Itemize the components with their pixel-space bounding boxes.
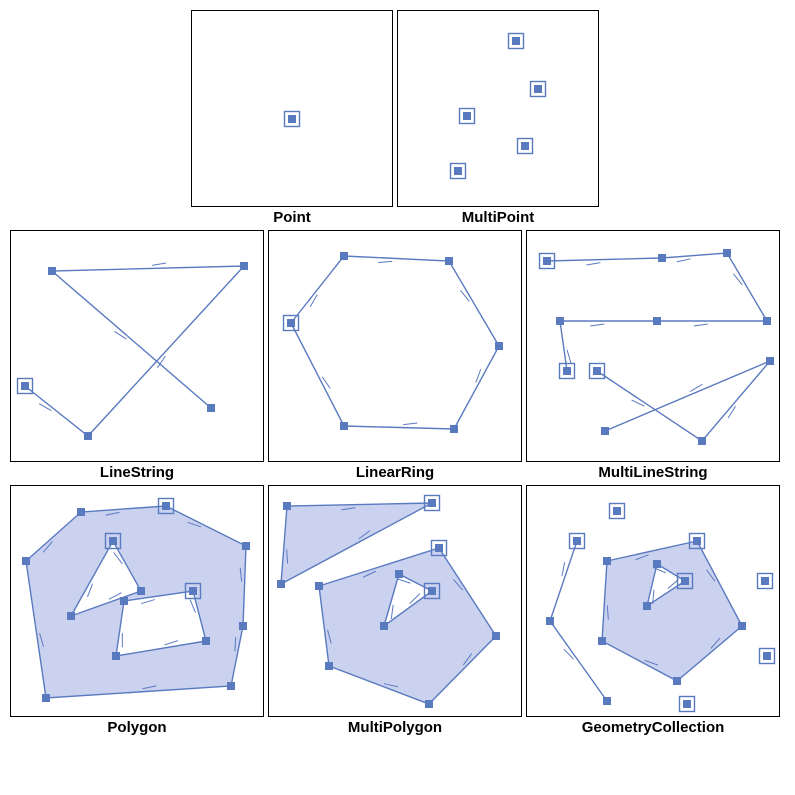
row-1: Point MultiPoint (10, 10, 780, 226)
label-multilinestring: MultiLineString (598, 464, 707, 481)
label-multipoint: MultiPoint (462, 209, 534, 226)
row-3: Polygon MultiPolygon GeometryCollection (10, 485, 780, 736)
label-linearring: LinearRing (356, 464, 434, 481)
panel-geometrycollection (526, 485, 780, 717)
panel-polygon (10, 485, 264, 717)
cell-point: Point (191, 10, 393, 226)
panel-linestring (10, 230, 264, 462)
cell-linearring: LinearRing (268, 230, 522, 481)
cell-linestring: LineString (10, 230, 264, 481)
panel-multilinestring (526, 230, 780, 462)
label-geometrycollection: GeometryCollection (582, 719, 725, 736)
geometry-type-grid: Point MultiPoint LineString LinearRing M… (10, 10, 780, 736)
cell-geometrycollection: GeometryCollection (526, 485, 780, 736)
cell-multilinestring: MultiLineString (526, 230, 780, 481)
row-2: LineString LinearRing MultiLineString (10, 230, 780, 481)
cell-multipolygon: MultiPolygon (268, 485, 522, 736)
panel-multipolygon (268, 485, 522, 717)
cell-polygon: Polygon (10, 485, 264, 736)
cell-multipoint: MultiPoint (397, 10, 599, 226)
label-polygon: Polygon (107, 719, 166, 736)
label-linestring: LineString (100, 464, 174, 481)
panel-point (191, 10, 393, 207)
label-multipolygon: MultiPolygon (348, 719, 442, 736)
panel-linearring (268, 230, 522, 462)
panel-multipoint (397, 10, 599, 207)
label-point: Point (273, 209, 311, 226)
